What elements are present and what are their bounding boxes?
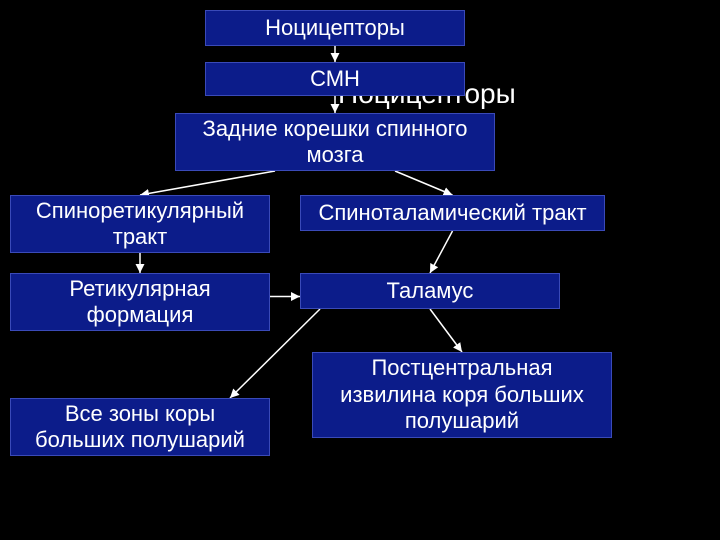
node-postcentral: Постцентральная извилина коря больших по… (312, 352, 612, 438)
node-dorsal-roots: Задние корешки спинного мозга (175, 113, 495, 171)
node-nociceptors: Ноцицепторы (205, 10, 465, 46)
node-label: Спиноретикулярный тракт (19, 198, 261, 251)
node-reticular: Ретикулярная формация (10, 273, 270, 331)
node-label: Задние корешки спинного мозга (184, 116, 486, 169)
node-label: СМН (310, 66, 360, 92)
node-label: Ноцицепторы (265, 15, 405, 41)
node-thalamus: Таламус (300, 273, 560, 309)
node-smn: СМН (205, 62, 465, 96)
node-spinothalamic: Спиноталамический тракт (300, 195, 605, 231)
node-label: Таламус (387, 278, 474, 304)
node-all-cortex: Все зоны коры больших полушарий (10, 398, 270, 456)
node-label: Все зоны коры больших полушарий (19, 401, 261, 454)
node-label: Ретикулярная формация (19, 276, 261, 329)
node-label: Постцентральная извилина коря больших по… (321, 355, 603, 434)
node-spinoreticular: Спиноретикулярный тракт (10, 195, 270, 253)
node-label: Спиноталамический тракт (318, 200, 586, 226)
